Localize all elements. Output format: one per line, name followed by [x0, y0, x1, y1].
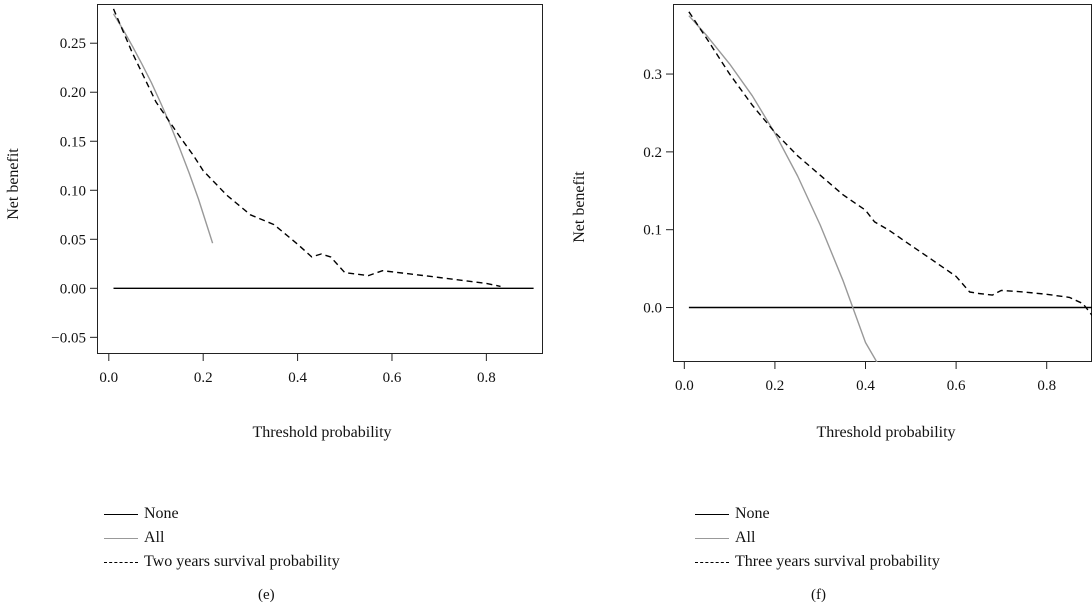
y-tick-label-e: 0.00 [60, 281, 86, 297]
legend-f-item-none: None [695, 502, 940, 526]
chart-e-svg: 0.0 0.2 0.4 0.6 0.8 −0.05 0.00 0.05 0.10 0.15 0.20… [5, 4, 543, 441]
y-tick-label-e: 0.20 [60, 85, 86, 101]
series-line-f-three-years-survival-probability [688, 11, 1092, 316]
legend-f-item-model: Three years survival probability [695, 550, 940, 574]
legend-f-label-none: None [735, 505, 770, 522]
y-tick-label-f: 0.1 [643, 223, 662, 239]
x-tick-label-e: 0.6 [383, 370, 402, 386]
y-tick-label-e: 0.05 [60, 232, 86, 248]
legend-e-item-none: None [104, 502, 340, 526]
y-tick-label-e: 0.15 [60, 134, 86, 150]
y-axis-title-f: Net benefit [571, 171, 588, 243]
y-tick-label-f: 0.0 [643, 301, 662, 317]
y-tick-label-f: 0.2 [643, 145, 662, 161]
legend-f-swatch-model [695, 561, 729, 563]
legend-e-label-model: Two years survival probability [144, 553, 340, 570]
series-line-e-two-years-survival-probability [112, 8, 501, 288]
legend-f-swatch-all [695, 537, 729, 539]
x-tick-label-f: 0.4 [856, 378, 875, 394]
legend-e-item-model: Two years survival probability [104, 550, 340, 574]
plot-frame-e [97, 4, 543, 354]
y-axis-title-e: Net benefit [5, 148, 22, 220]
series-line-f-all [688, 15, 878, 362]
x-tick-label-e: 0.8 [477, 370, 496, 386]
y-tick-label-f: 0.3 [643, 67, 662, 83]
legend-f-label-model: Three years survival probability [735, 553, 940, 570]
legend-f-item-all: All [695, 526, 940, 550]
legend-e-label-all: All [144, 529, 165, 546]
x-tick-label-e: 0.0 [99, 370, 118, 386]
y-tick-label-e: 0.25 [60, 36, 86, 52]
legend-e-swatch-model [104, 561, 138, 563]
x-tick-label-f: 0.8 [1037, 378, 1056, 394]
legend-f: None All Three years survival probabilit… [695, 502, 940, 574]
x-tick-label-f: 0.2 [766, 378, 785, 394]
legend-e-label-none: None [144, 505, 179, 522]
x-tick-label-f: 0.6 [947, 378, 966, 394]
y-tick-label-e: −0.05 [51, 330, 86, 346]
legend-e: None All Two years survival probability [104, 502, 340, 574]
legend-f-label-all: All [735, 529, 756, 546]
chart-panel-f: 0.0 0.2 0.4 0.6 0.8 0.0 0.1 0.2 0.3 Threshold pro… [546, 0, 1092, 614]
x-tick-label-e: 0.2 [194, 370, 213, 386]
x-tick-label-f: 0.0 [675, 378, 694, 394]
chart-panel-e: 0.0 0.2 0.4 0.6 0.8 −0.05 0.00 0.05 0.10 0.15 0.20… [5, 4, 543, 603]
x-axis-title-e: Threshold probability [252, 424, 391, 441]
legend-e-swatch-none [104, 513, 138, 515]
legend-f-swatch-none [695, 513, 729, 515]
panel-label-f: (f) [811, 587, 826, 603]
legend-e-swatch-all [104, 537, 138, 539]
series-line-e-all [112, 13, 214, 244]
x-axis-title-f: Threshold probability [816, 424, 955, 441]
y-tick-label-e: 0.10 [60, 183, 86, 199]
x-tick-label-e: 0.4 [288, 370, 307, 386]
legend-e-item-all: All [104, 526, 340, 550]
panel-label-e: (e) [258, 587, 275, 603]
chart-f-svg: 0.0 0.2 0.4 0.6 0.8 0.0 0.1 0.2 0.3 Threshold pro… [571, 4, 1092, 441]
